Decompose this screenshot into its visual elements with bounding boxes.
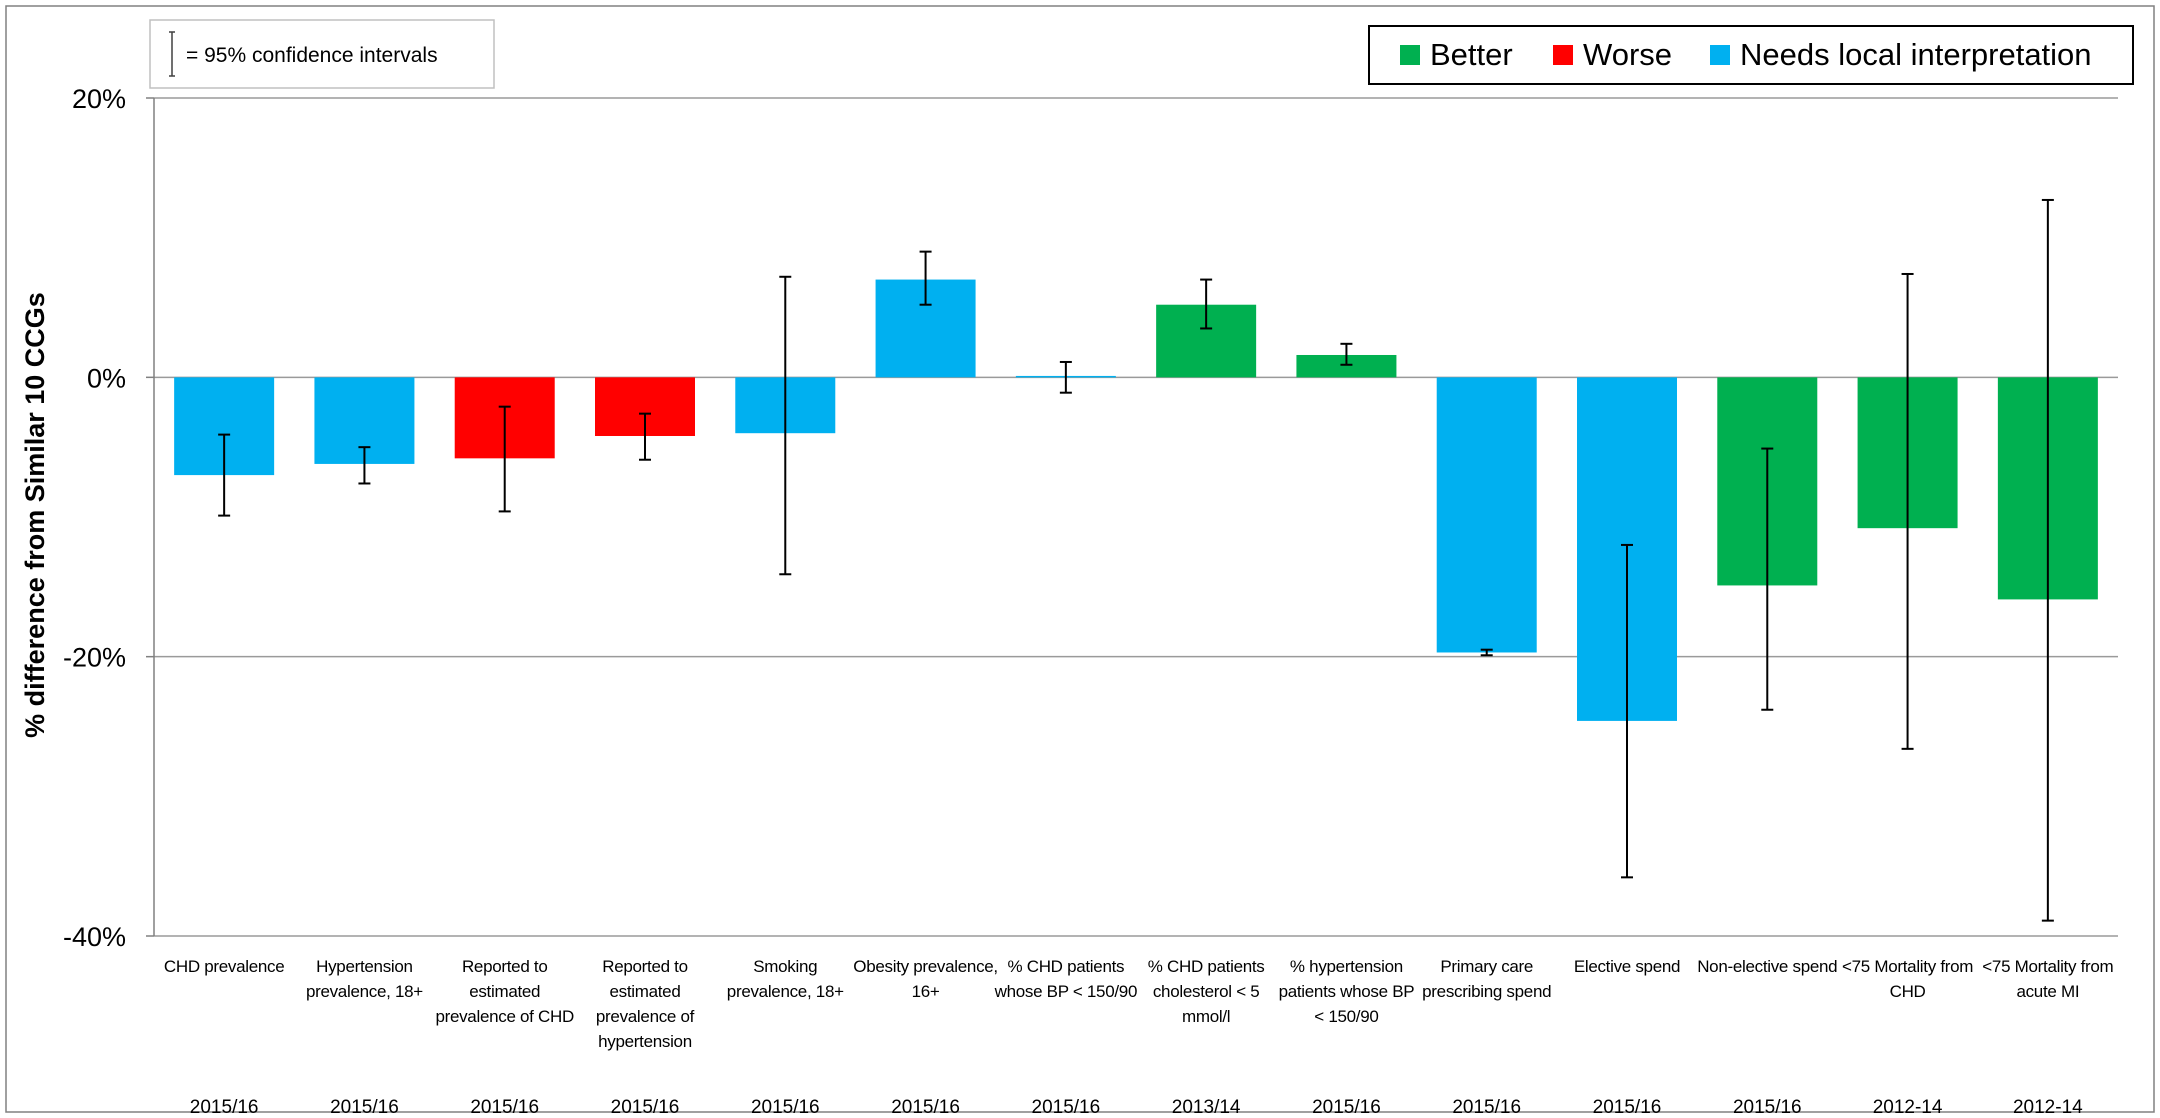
x-tick-label: Elective spend xyxy=(1574,957,1680,976)
period-label: 2015/16 xyxy=(1032,1097,1101,1118)
legend-frame xyxy=(1368,25,2134,85)
x-tick-label-line: % CHD patients xyxy=(1148,957,1265,976)
y-tick-label: 20% xyxy=(72,84,126,114)
x-tick-label: Reported to estimated prevalence of CHD xyxy=(435,957,574,1026)
period-label: 2015/16 xyxy=(190,1097,259,1118)
x-tick-label-line: Non-elective spend xyxy=(1697,957,1837,976)
x-tick-label-line: acute MI xyxy=(2016,982,2079,1001)
bar xyxy=(1436,377,1537,653)
legend-swatch-better xyxy=(1400,45,1420,65)
legend-label-needs-local-interpretation: Needs local interpretation xyxy=(1740,37,2092,72)
x-axis-labels: CHD prevalence Hypertension prevalence, 18… xyxy=(164,957,2114,1051)
period-label: 2015/16 xyxy=(1593,1097,1662,1118)
x-tick-label-line: Primary care xyxy=(1440,957,1533,976)
x-tick-label: Smoking prevalence, 18+ xyxy=(727,957,844,1001)
x-tick-label: % CHD patients whose BP < 150/90 xyxy=(994,957,1138,1001)
x-tick-label-line: estimated xyxy=(469,982,540,1001)
period-label: 2015/16 xyxy=(330,1097,399,1118)
period-label: 2015/16 xyxy=(1312,1097,1381,1118)
period-label: 2015/16 xyxy=(751,1097,820,1118)
period-label: 2012-14 xyxy=(2013,1097,2083,1118)
period-label: 2013/14 xyxy=(1172,1097,1241,1118)
x-tick-label-line: estimated xyxy=(609,982,680,1001)
period-label: 2015/16 xyxy=(611,1097,680,1118)
y-tick-label: -40% xyxy=(63,922,126,952)
legend-label-better: Better xyxy=(1430,37,1513,72)
y-axis-title: % difference from Similar 10 CCGs xyxy=(20,292,50,738)
x-tick-label-line: 16+ xyxy=(912,982,940,1001)
x-tick-label-line: patients whose BP xyxy=(1279,982,1415,1001)
x-tick-label-line: whose BP < 150/90 xyxy=(994,982,1138,1001)
x-tick-label: Reported to estimated prevalence of hyperte… xyxy=(596,957,695,1051)
x-tick-label: <75 Mortality from acute MI xyxy=(1982,957,2113,1001)
x-tick-label-line: hypertension xyxy=(598,1032,692,1051)
x-tick-label: % CHD patients cholesterol < 5 mmol/l xyxy=(1148,957,1265,1026)
x-tick-label-line: prevalence, 18+ xyxy=(727,982,844,1001)
legend: Better Worse Needs local interpretation xyxy=(1368,25,2134,85)
ci-note-text: = 95% confidence intervals xyxy=(186,44,438,67)
ci-note-frame xyxy=(149,19,495,89)
x-tick-label-line: prevalence of CHD xyxy=(435,1007,574,1026)
period-label: 2015/16 xyxy=(891,1097,960,1118)
x-tick-label-line: Obesity prevalence, xyxy=(853,957,998,976)
x-tick-label: Non-elective spend xyxy=(1697,957,1837,976)
period-label: 2015/16 xyxy=(1452,1097,1521,1118)
period-label: 2015/16 xyxy=(1733,1097,1802,1118)
x-tick-label: CHD prevalence xyxy=(164,957,285,976)
x-tick-label-line: CHD prevalence xyxy=(164,957,285,976)
x-tick-label-line: prevalence of xyxy=(596,1007,695,1026)
x-tick-label-line: <75 Mortality from xyxy=(1982,957,2113,976)
x-tick-label-line: mmol/l xyxy=(1182,1007,1230,1026)
x-tick-label-line: CHD xyxy=(1890,982,1926,1001)
x-tick-label-line: prescribing spend xyxy=(1422,982,1551,1001)
x-tick-label-line: cholesterol < 5 xyxy=(1153,982,1260,1001)
x-tick-label: Hypertension prevalence, 18+ xyxy=(306,957,423,1001)
x-tick-label-line: < 150/90 xyxy=(1314,1007,1378,1026)
x-tick-label-line: Smoking xyxy=(753,957,817,976)
x-tick-label-line: Reported to xyxy=(462,957,548,976)
y-tick-label: -20% xyxy=(63,643,126,673)
x-tick-label: Primary care prescribing spend xyxy=(1422,957,1551,1001)
legend-swatch-needs-local-interpretation xyxy=(1710,45,1730,65)
period-labels: 2015/16 2015/16 2015/16 2015/16 2015/16 2015/… xyxy=(190,1097,2083,1118)
x-tick-label: <75 Mortality from CHD xyxy=(1842,957,1973,1001)
x-tick-label-line: <75 Mortality from xyxy=(1842,957,1973,976)
ci-note-box: = 95% confidence intervals xyxy=(149,19,495,89)
x-tick-label-line: % CHD patients xyxy=(1007,957,1124,976)
x-tick-label-line: % hypertension xyxy=(1290,957,1403,976)
x-tick-label: Obesity prevalence, 16+ xyxy=(853,957,998,1001)
chart-border xyxy=(5,5,2155,1113)
x-tick-label-line: Hypertension xyxy=(316,957,413,976)
y-axis-ticks: 20% 0% -20% -40% xyxy=(63,84,126,952)
legend-label-worse: Worse xyxy=(1583,37,1672,72)
period-label: 2012-14 xyxy=(1873,1097,1943,1118)
period-label: 2015/16 xyxy=(470,1097,539,1118)
bar xyxy=(1296,354,1397,378)
x-tick-label-line: Reported to xyxy=(602,957,688,976)
x-tick-label: % hypertension patients whose BP < 150/90 xyxy=(1279,957,1415,1026)
error-bars xyxy=(218,198,2054,922)
x-tick-label-line: prevalence, 18+ xyxy=(306,982,423,1001)
y-tick-label: 0% xyxy=(87,363,126,393)
x-tick-label-line: Elective spend xyxy=(1574,957,1680,976)
legend-swatch-worse xyxy=(1553,45,1573,65)
